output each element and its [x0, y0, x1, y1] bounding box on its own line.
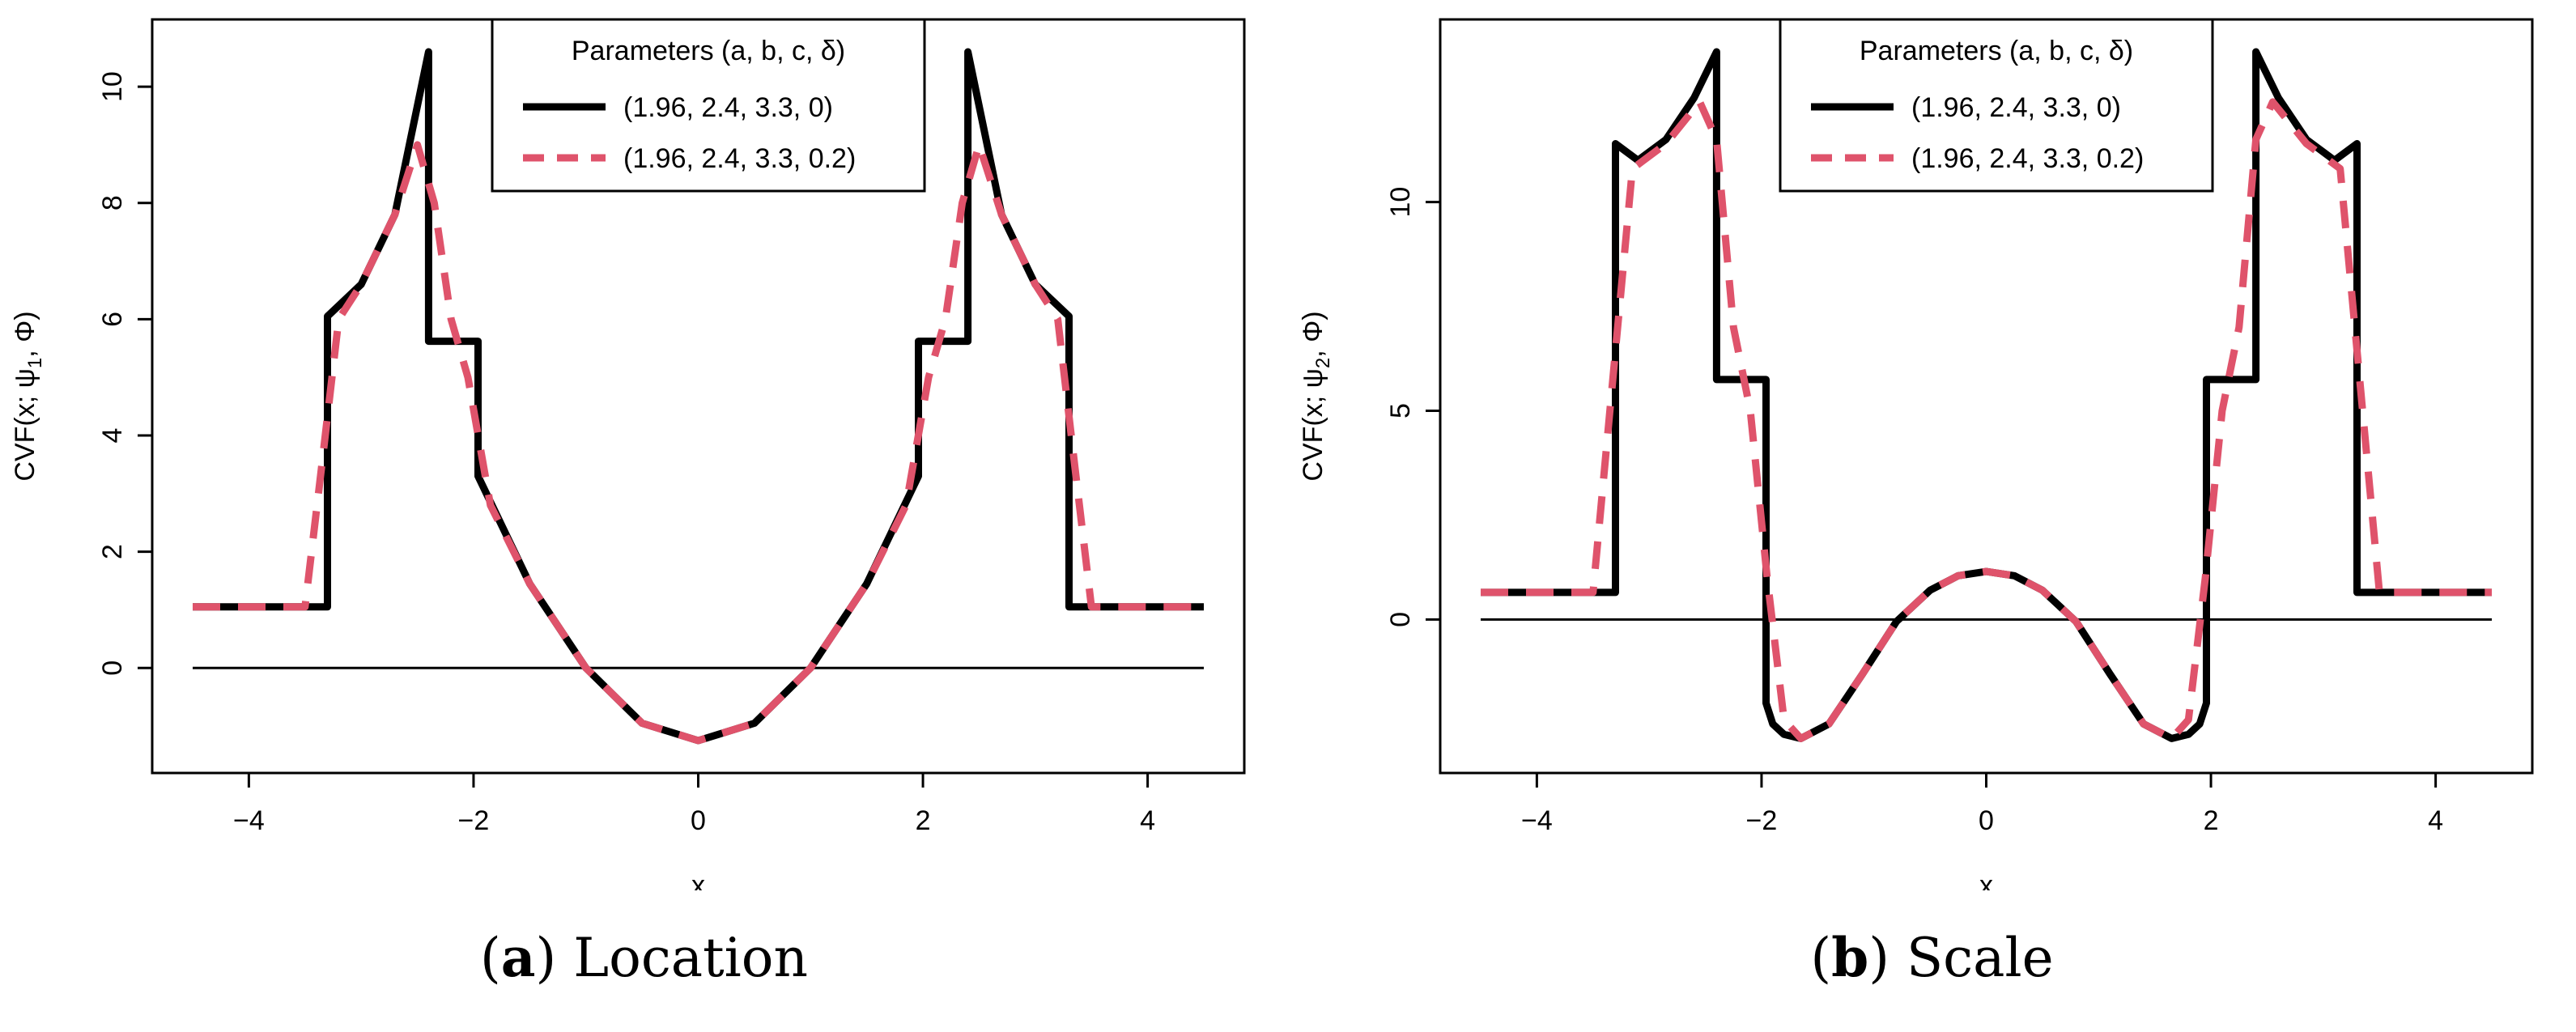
x-tick-label: 4: [1140, 805, 1155, 836]
y-tick-label: 10: [97, 71, 128, 102]
caption-scale: (b) Scale: [1810, 926, 2054, 989]
x-axis-label: x: [691, 870, 705, 890]
legend-entry: (1.96, 2.4, 3.3, 0.2): [623, 143, 856, 174]
x-tick-label: 4: [2428, 805, 2443, 836]
caption-location: (a) Location: [480, 926, 808, 989]
y-axis-label: CVF(x; ψ1, Φ): [10, 311, 46, 481]
legend-title: Parameters (a, b, c, δ): [1860, 36, 2133, 66]
caption-label: b: [1831, 926, 1869, 989]
y-axis-label: CVF(x; ψ2, Φ): [1298, 311, 1334, 481]
x-tick-label: 2: [916, 805, 931, 836]
series-line-delta-0-2: [193, 141, 1204, 745]
x-axis-label: x: [1979, 870, 1993, 890]
y-tick-label: 2: [97, 544, 128, 559]
x-tick-label: −2: [458, 805, 490, 836]
series-line-delta-0-2: [1481, 98, 2492, 742]
legend: Parameters (a, b, c, δ) (1.96, 2.4, 3.3, …: [1779, 18, 2214, 193]
y-tick-label: 0: [97, 660, 128, 676]
caption-text: Scale: [1906, 927, 2054, 989]
y-tick-label: 4: [97, 428, 128, 444]
chart-location: −4 −2 0 2 4 0 2 4 6 8 10 x CVF(x; ψ1, Φ) Parameters (…: [10, 18, 1246, 890]
legend-title: Parameters (a, b, c, δ): [572, 36, 845, 66]
y-tick-label: 5: [1385, 403, 1416, 418]
legend-entry: (1.96, 2.4, 3.3, 0.2): [1911, 143, 2144, 174]
caption-text: Location: [573, 927, 808, 989]
x-tick-label: 0: [1979, 805, 1994, 836]
caption-label: a: [500, 926, 536, 989]
y-tick-label: 10: [1385, 187, 1416, 218]
x-tick-label: −4: [233, 805, 265, 836]
x-tick-label: 0: [691, 805, 706, 836]
x-tick-label: 2: [2204, 805, 2219, 836]
y-tick-label: 6: [97, 312, 128, 327]
x-tick-label: −4: [1521, 805, 1553, 836]
y-tick-label: 8: [97, 195, 128, 210]
legend: Parameters (a, b, c, δ) (1.96, 2.4, 3.3, …: [491, 18, 926, 193]
legend-entry: (1.96, 2.4, 3.3, 0): [623, 92, 833, 123]
y-tick-label: 0: [1385, 612, 1416, 627]
x-tick-label: −2: [1746, 805, 1778, 836]
chart-scale: −4 −2 0 2 4 0 5 10 x CVF(x; ψ2, Φ) Parameters (a, …: [1298, 18, 2534, 890]
legend-entry: (1.96, 2.4, 3.3, 0): [1911, 92, 2121, 123]
